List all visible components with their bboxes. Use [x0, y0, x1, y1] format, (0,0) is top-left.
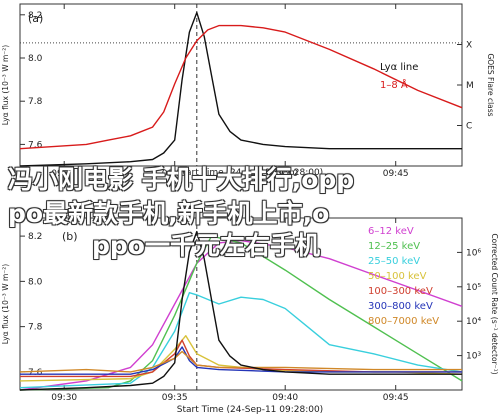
y2-tick-label: X: [466, 41, 472, 51]
y-tick-label: 8.2: [28, 232, 42, 242]
panel-a-series: [19, 4, 463, 167]
panel-b-frame: [19, 217, 463, 391]
panel-b-xlabel: Start Time (24-Sep-11 09:28:00): [177, 405, 323, 415]
legend-entry-ly-line: Lyα line: [380, 62, 418, 73]
legend-entry-100-300-kev: 100–300 keV: [368, 286, 433, 297]
y2-tick-label: C: [466, 122, 472, 132]
x-tick-label: 09:35: [162, 169, 188, 179]
x-tick-label: 09:30: [51, 169, 77, 179]
x-tick-label: 09:30: [51, 393, 77, 403]
panel-b-y2-ticks: 10³ 10⁴ 10⁵ 10⁶: [457, 248, 481, 362]
y2-tick-label: 10³: [466, 352, 481, 362]
x-tick-label: 09:40: [272, 169, 298, 179]
y2-tick-label: 10⁵: [466, 283, 481, 293]
x-tick-label: 09:45: [383, 393, 409, 403]
y-tick-label: 8.0: [28, 54, 43, 64]
series-line-12-25-kev: [19, 235, 463, 391]
legend-entry-800-7000-kev: 800–7000 keV: [368, 316, 439, 327]
panel-a-xlabel: Start Time (24-Sep-11 09:28:00): [177, 168, 323, 178]
panel-a-x-ticks: 09:30 09:35 09:40 09:45: [51, 4, 409, 179]
series-line-25-50-kev: [19, 292, 463, 389]
series-line-100-300-kev: [20, 339, 462, 378]
series-line-6-12-kev: [19, 239, 463, 391]
panel-a: (a) Start Time (24-Sep-11 09:28:00) Lyα …: [1, 3, 495, 179]
y2-tick-label: 10⁴: [466, 317, 481, 327]
x-tick-label: 09:40: [272, 393, 298, 403]
legend-entry-25-50-kev: 25–50 keV: [368, 256, 420, 267]
y2-tick-label: 10⁶: [466, 248, 481, 258]
panel-a-y2-ticks: C M X: [457, 41, 474, 132]
y-tick-label: 8.0: [28, 277, 43, 287]
y-tick-label: 7.6: [28, 368, 43, 378]
panel-b-y-ticks: 7.6 7.8 8.0 8.2: [20, 232, 43, 378]
panel-a-label: (a): [28, 12, 43, 25]
legend-entry-6-12-kev: 6–12 keV: [368, 226, 414, 237]
panel-b-label: (b): [62, 230, 78, 243]
legend-entry-12-25-kev: 12–25 keV: [368, 241, 420, 252]
y-tick-label: 8.2: [28, 11, 42, 21]
panel-b: (b) Start Time (24-Sep-11 09:28:00) Lyα …: [1, 217, 499, 415]
y2-tick-label: M: [466, 81, 474, 91]
series-line-800-7000-kev: [19, 350, 462, 373]
x-tick-label: 09:45: [383, 169, 409, 179]
panel-a-legend: Lyα line 1–8 Å: [380, 62, 418, 91]
series-line-300-800-kev: [20, 346, 462, 375]
y-tick-label: 7.8: [28, 97, 43, 107]
panel-a-y2label: GOES Flare class: [486, 53, 495, 116]
x-tick-label: 09:35: [162, 393, 188, 403]
panel-b-y2label: Corrected Count Rate (s⁻¹ detector⁻¹): [490, 233, 499, 374]
y-tick-label: 7.6: [28, 140, 43, 150]
panel-a-y-ticks: 7.6 7.8 8.0 8.2: [20, 11, 43, 150]
series-line-ly-line: [19, 11, 462, 167]
series-line-1-8: [19, 24, 463, 150]
y-tick-label: 7.8: [28, 323, 43, 333]
series-line-ly: [19, 230, 462, 391]
panel-b-series: [19, 218, 463, 391]
legend-entry-50-100-kev: 50–100 keV: [368, 271, 427, 282]
panel-a-ylabel: Lyα flux (10⁻³ W m⁻²): [1, 45, 10, 125]
legend-entry-300-800-kev: 300–800 keV: [368, 301, 433, 312]
panel-b-ylabel: Lyα flux (10⁻³ W m⁻²): [1, 264, 10, 344]
legend-entry-1-8: 1–8 Å: [380, 78, 408, 91]
panel-b-legend: 6–12 keV 12–25 keV 25–50 keV 50–100 keV 100–…: [368, 226, 439, 327]
